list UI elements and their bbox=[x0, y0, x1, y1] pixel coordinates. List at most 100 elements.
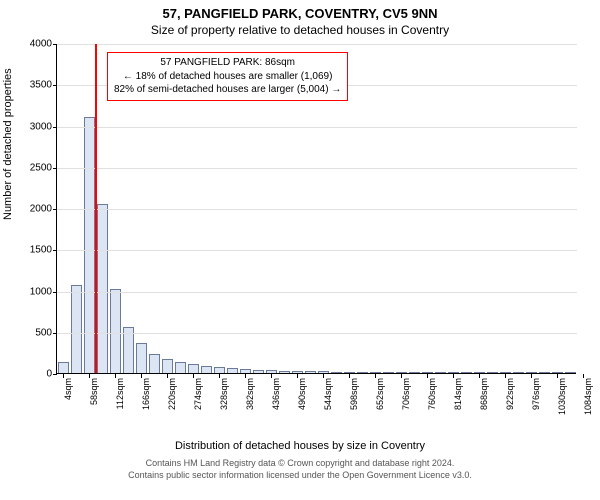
title-sub: Size of property relative to detached ho… bbox=[0, 21, 600, 37]
histogram-bar bbox=[539, 372, 551, 373]
histogram-bar bbox=[331, 372, 343, 373]
histogram-bar bbox=[71, 285, 83, 373]
histogram-bar bbox=[162, 359, 174, 373]
gridline bbox=[57, 250, 577, 251]
y-tick-label: 1000 bbox=[12, 286, 52, 297]
x-tick-label: 814sqm bbox=[453, 378, 463, 428]
histogram-bar bbox=[370, 372, 382, 373]
annotation-line: ← 18% of detached houses are smaller (1,… bbox=[114, 70, 341, 84]
histogram-bar bbox=[487, 372, 499, 373]
y-tick-mark bbox=[53, 292, 57, 293]
histogram-bar bbox=[279, 371, 291, 373]
chart-container: 57, PANGFIELD PARK, COVENTRY, CV5 9NN Si… bbox=[0, 0, 600, 500]
x-axis-label: Distribution of detached houses by size … bbox=[0, 440, 600, 452]
x-tick-label: 922sqm bbox=[505, 378, 515, 428]
gridline bbox=[57, 292, 577, 293]
y-tick-label: 3000 bbox=[12, 121, 52, 132]
histogram-bar bbox=[305, 371, 317, 373]
histogram-bar bbox=[175, 362, 187, 373]
histogram-bar bbox=[526, 372, 538, 373]
histogram-bar bbox=[240, 369, 252, 373]
annotation-line: 82% of semi-detached houses are larger (… bbox=[114, 83, 341, 97]
histogram-bar bbox=[435, 372, 447, 373]
y-tick-mark bbox=[53, 374, 57, 375]
attribution-line-1: Contains HM Land Registry data © Crown c… bbox=[0, 458, 600, 470]
y-tick-mark bbox=[53, 250, 57, 251]
x-tick-label: 652sqm bbox=[375, 378, 385, 428]
y-tick-label: 1500 bbox=[12, 245, 52, 256]
histogram-bar bbox=[383, 372, 395, 373]
x-tick-label: 436sqm bbox=[271, 378, 281, 428]
histogram-bar bbox=[357, 372, 369, 373]
histogram-bar bbox=[97, 204, 109, 373]
x-tick-label: 4sqm bbox=[63, 378, 73, 428]
y-tick-label: 3500 bbox=[12, 80, 52, 91]
title-main: 57, PANGFIELD PARK, COVENTRY, CV5 9NN bbox=[0, 0, 600, 21]
histogram-bar bbox=[266, 370, 278, 373]
histogram-bar bbox=[149, 354, 161, 373]
histogram-bar bbox=[513, 372, 525, 373]
x-tick-label: 220sqm bbox=[167, 378, 177, 428]
histogram-bar bbox=[201, 366, 213, 373]
x-tick-label: 112sqm bbox=[115, 378, 125, 428]
y-tick-mark bbox=[53, 85, 57, 86]
histogram-bar bbox=[461, 372, 473, 373]
x-tick-label: 328sqm bbox=[219, 378, 229, 428]
histogram-bar bbox=[409, 372, 421, 373]
histogram-bar bbox=[58, 362, 70, 373]
x-tick-label: 166sqm bbox=[141, 378, 151, 428]
gridline bbox=[57, 127, 577, 128]
x-tick-label: 706sqm bbox=[401, 378, 411, 428]
histogram-bar bbox=[396, 372, 408, 373]
x-tick-label: 58sqm bbox=[89, 378, 99, 428]
histogram-bar bbox=[448, 372, 460, 373]
histogram-bar bbox=[344, 372, 356, 373]
y-tick-mark bbox=[53, 209, 57, 210]
y-tick-label: 2000 bbox=[12, 204, 52, 215]
x-tick-label: 760sqm bbox=[427, 378, 437, 428]
x-tick-label: 274sqm bbox=[193, 378, 203, 428]
attribution: Contains HM Land Registry data © Crown c… bbox=[0, 458, 600, 481]
histogram-bar bbox=[136, 343, 148, 373]
y-tick-label: 0 bbox=[12, 369, 52, 380]
histogram-bar bbox=[84, 117, 96, 373]
histogram-bar bbox=[422, 372, 434, 373]
gridline bbox=[57, 168, 577, 169]
x-tick-label: 544sqm bbox=[323, 378, 333, 428]
x-tick-label: 382sqm bbox=[245, 378, 255, 428]
histogram-bar bbox=[318, 371, 330, 373]
y-tick-mark bbox=[53, 127, 57, 128]
histogram-bar bbox=[552, 372, 564, 373]
y-tick-label: 2500 bbox=[12, 162, 52, 173]
chart-area: 57 PANGFIELD PARK: 86sqm← 18% of detache… bbox=[56, 44, 576, 404]
attribution-line-2: Contains public sector information licen… bbox=[0, 470, 600, 482]
histogram-bar bbox=[474, 372, 486, 373]
y-tick-mark bbox=[53, 44, 57, 45]
y-tick-mark bbox=[53, 333, 57, 334]
marker-line bbox=[95, 44, 97, 373]
plot-region: 57 PANGFIELD PARK: 86sqm← 18% of detache… bbox=[56, 44, 576, 374]
x-tick-label: 976sqm bbox=[531, 378, 541, 428]
histogram-bar bbox=[188, 364, 200, 373]
x-tick-label: 1084sqm bbox=[583, 378, 593, 428]
y-axis-label: Number of detached properties bbox=[2, 68, 14, 220]
x-tick-label: 868sqm bbox=[479, 378, 489, 428]
annotation-box: 57 PANGFIELD PARK: 86sqm← 18% of detache… bbox=[107, 52, 348, 101]
x-tick-label: 1030sqm bbox=[557, 378, 567, 428]
histogram-bar bbox=[292, 371, 304, 373]
histogram-bar bbox=[565, 372, 577, 373]
histogram-bar bbox=[110, 289, 122, 373]
x-tick-label: 598sqm bbox=[349, 378, 359, 428]
histogram-bar bbox=[253, 370, 265, 373]
y-tick-mark bbox=[53, 168, 57, 169]
y-tick-label: 500 bbox=[12, 327, 52, 338]
gridline bbox=[57, 44, 577, 45]
histogram-bar bbox=[214, 367, 226, 373]
histogram-bar bbox=[227, 368, 239, 373]
y-tick-label: 4000 bbox=[12, 39, 52, 50]
gridline bbox=[57, 333, 577, 334]
x-tick-label: 490sqm bbox=[297, 378, 307, 428]
gridline bbox=[57, 209, 577, 210]
histogram-bar bbox=[500, 372, 512, 373]
annotation-line: 57 PANGFIELD PARK: 86sqm bbox=[114, 56, 341, 70]
